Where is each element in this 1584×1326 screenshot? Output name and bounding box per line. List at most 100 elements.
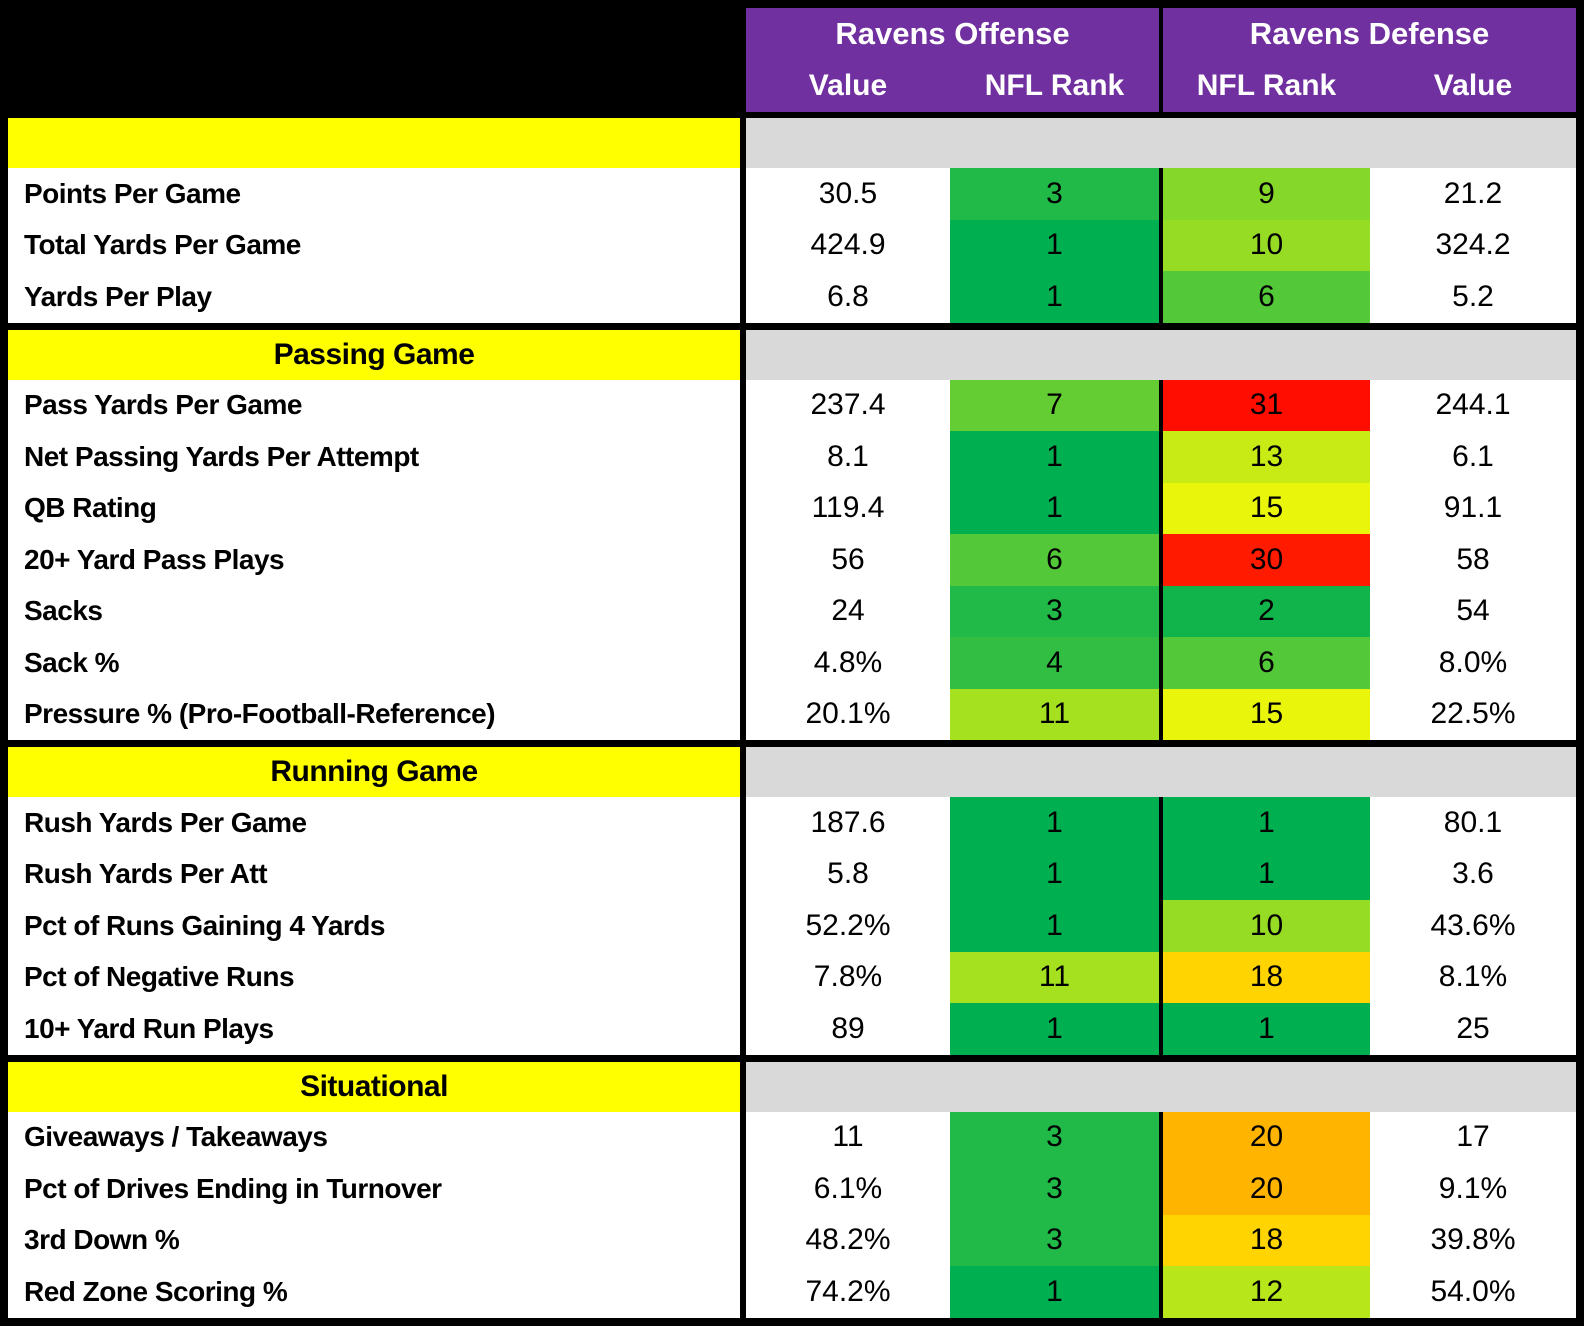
offense-value: 6.1%	[746, 1163, 950, 1215]
section-row-right	[746, 118, 1576, 168]
label-column-border	[740, 747, 746, 797]
header-bottom-border	[8, 112, 1576, 118]
stat-label: Yards Per Play	[8, 271, 740, 323]
offense-rank: 3	[950, 168, 1159, 220]
defense-value: 43.6%	[1370, 900, 1576, 952]
stat-label: Pressure % (Pro-Football-Reference)	[8, 688, 740, 740]
rank-columns-divider	[1159, 797, 1163, 849]
offense-rank: 3	[950, 1163, 1159, 1215]
offense-value: 119.4	[746, 482, 950, 534]
label-column-border	[740, 1003, 746, 1055]
offense-rank: 1	[950, 900, 1159, 952]
label-column-border	[740, 637, 746, 689]
defense-value: 8.1%	[1370, 951, 1576, 1003]
offense-value: 56	[746, 534, 950, 586]
defense-value: 6.1	[1370, 431, 1576, 483]
label-column-border	[740, 1163, 746, 1215]
offense-rank: 3	[950, 1111, 1159, 1163]
stat-label: Sacks	[8, 585, 740, 637]
label-column-border	[740, 431, 746, 483]
stat-label: 3rd Down %	[8, 1214, 740, 1266]
offense-value: 52.2%	[746, 900, 950, 952]
offense-rank: 11	[950, 688, 1159, 740]
offense-header: Ravens Offense	[746, 8, 1159, 60]
label-column-border	[740, 585, 746, 637]
offense-rank: 1	[950, 431, 1159, 483]
defense-value: 9.1%	[1370, 1163, 1576, 1215]
offense-value: 8.1	[746, 431, 950, 483]
rank-columns-divider	[1159, 1003, 1163, 1055]
defense-rank: 18	[1163, 951, 1370, 1003]
section-title: Passing Game	[8, 329, 740, 380]
rank-columns-divider	[1159, 900, 1163, 952]
stat-label: 10+ Yard Run Plays	[8, 1003, 740, 1055]
defense-rank: 1	[1163, 797, 1370, 849]
rank-columns-divider	[1159, 482, 1163, 534]
label-column-border	[740, 1214, 746, 1266]
defense-rank: 6	[1163, 637, 1370, 689]
stat-label: Total Yards Per Game	[8, 219, 740, 271]
defense-rank: 9	[1163, 168, 1370, 220]
label-column-border	[740, 482, 746, 534]
defense-value: 17	[1370, 1111, 1576, 1163]
offense-rank: 1	[950, 482, 1159, 534]
stat-label: Pct of Runs Gaining 4 Yards	[8, 900, 740, 952]
defense-value: 54.0%	[1370, 1266, 1576, 1318]
label-column-border	[740, 534, 746, 586]
offense-value: 5.8	[746, 848, 950, 900]
offense-value: 30.5	[746, 168, 950, 220]
defense-value: 22.5%	[1370, 688, 1576, 740]
label-column-border	[740, 168, 746, 220]
offense-rank: 1	[950, 219, 1159, 271]
offense-value: 7.8%	[746, 951, 950, 1003]
label-column-border	[740, 219, 746, 271]
section-divider	[8, 322, 1576, 330]
offense-rank: 1	[950, 1003, 1159, 1055]
stat-label: Rush Yards Per Att	[8, 848, 740, 900]
stat-label: Giveaways / Takeaways	[8, 1111, 740, 1163]
label-column-border	[740, 688, 746, 740]
defense-rank: 20	[1163, 1163, 1370, 1215]
defense-value: 58	[1370, 534, 1576, 586]
offense-value: 24	[746, 585, 950, 637]
section-title: Running Game	[8, 747, 740, 797]
header-center-divider	[1159, 60, 1163, 112]
offense-rank: 1	[950, 271, 1159, 323]
defense-rank: 15	[1163, 688, 1370, 740]
label-column-border	[740, 379, 746, 431]
label-column-border	[740, 1266, 746, 1318]
offense-rank: 1	[950, 797, 1159, 849]
stat-label: Points Per Game	[8, 168, 740, 220]
stat-label: 20+ Yard Pass Plays	[8, 534, 740, 586]
rank-columns-divider	[1159, 848, 1163, 900]
defense-rank: 10	[1163, 219, 1370, 271]
rank-columns-divider	[1159, 951, 1163, 1003]
stats-grid: Ravens Offense Ravens Defense Value NFL …	[8, 8, 1576, 1318]
section-row-right	[746, 747, 1576, 797]
defense-header: Ravens Defense	[1163, 8, 1576, 60]
defense-value: 3.6	[1370, 848, 1576, 900]
stat-label: Pass Yards Per Game	[8, 379, 740, 431]
offense-value: 48.2%	[746, 1214, 950, 1266]
defense-value: 8.0%	[1370, 637, 1576, 689]
stat-label: Red Zone Scoring %	[8, 1266, 740, 1318]
offense-rank: 11	[950, 951, 1159, 1003]
label-column-border	[740, 848, 746, 900]
defense-value: 25	[1370, 1003, 1576, 1055]
section-title: Situational	[8, 1061, 740, 1112]
stat-label: Pct of Negative Runs	[8, 951, 740, 1003]
offense-value: 4.8%	[746, 637, 950, 689]
rank-columns-divider	[1159, 1163, 1163, 1215]
rank-columns-divider	[1159, 534, 1163, 586]
rank-columns-divider	[1159, 219, 1163, 271]
offense-value: 20.1%	[746, 688, 950, 740]
defense-value: 324.2	[1370, 219, 1576, 271]
label-column-border	[740, 951, 746, 1003]
defense-rank: 12	[1163, 1266, 1370, 1318]
defense-rank: 18	[1163, 1214, 1370, 1266]
corner-box	[8, 60, 746, 112]
defense-value: 21.2	[1370, 168, 1576, 220]
label-column-border	[740, 118, 746, 168]
rank-columns-divider	[1159, 168, 1163, 220]
defense-rank: 10	[1163, 900, 1370, 952]
